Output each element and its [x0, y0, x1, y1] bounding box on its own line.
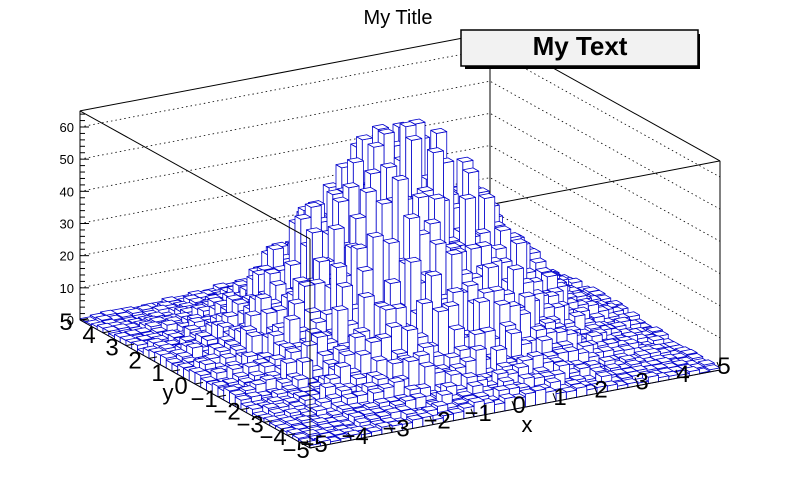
bar-top-face: [614, 316, 631, 323]
back-frame-edge: [79, 32, 491, 112]
bar-top-face: [651, 330, 669, 337]
bar-top-face: [646, 326, 663, 333]
chart-title: My Title: [364, 7, 433, 29]
lego-bars: [79, 118, 721, 449]
bar-top-face: [212, 282, 230, 289]
bar-top-face: [587, 312, 605, 319]
bar-top-face: [588, 289, 606, 296]
